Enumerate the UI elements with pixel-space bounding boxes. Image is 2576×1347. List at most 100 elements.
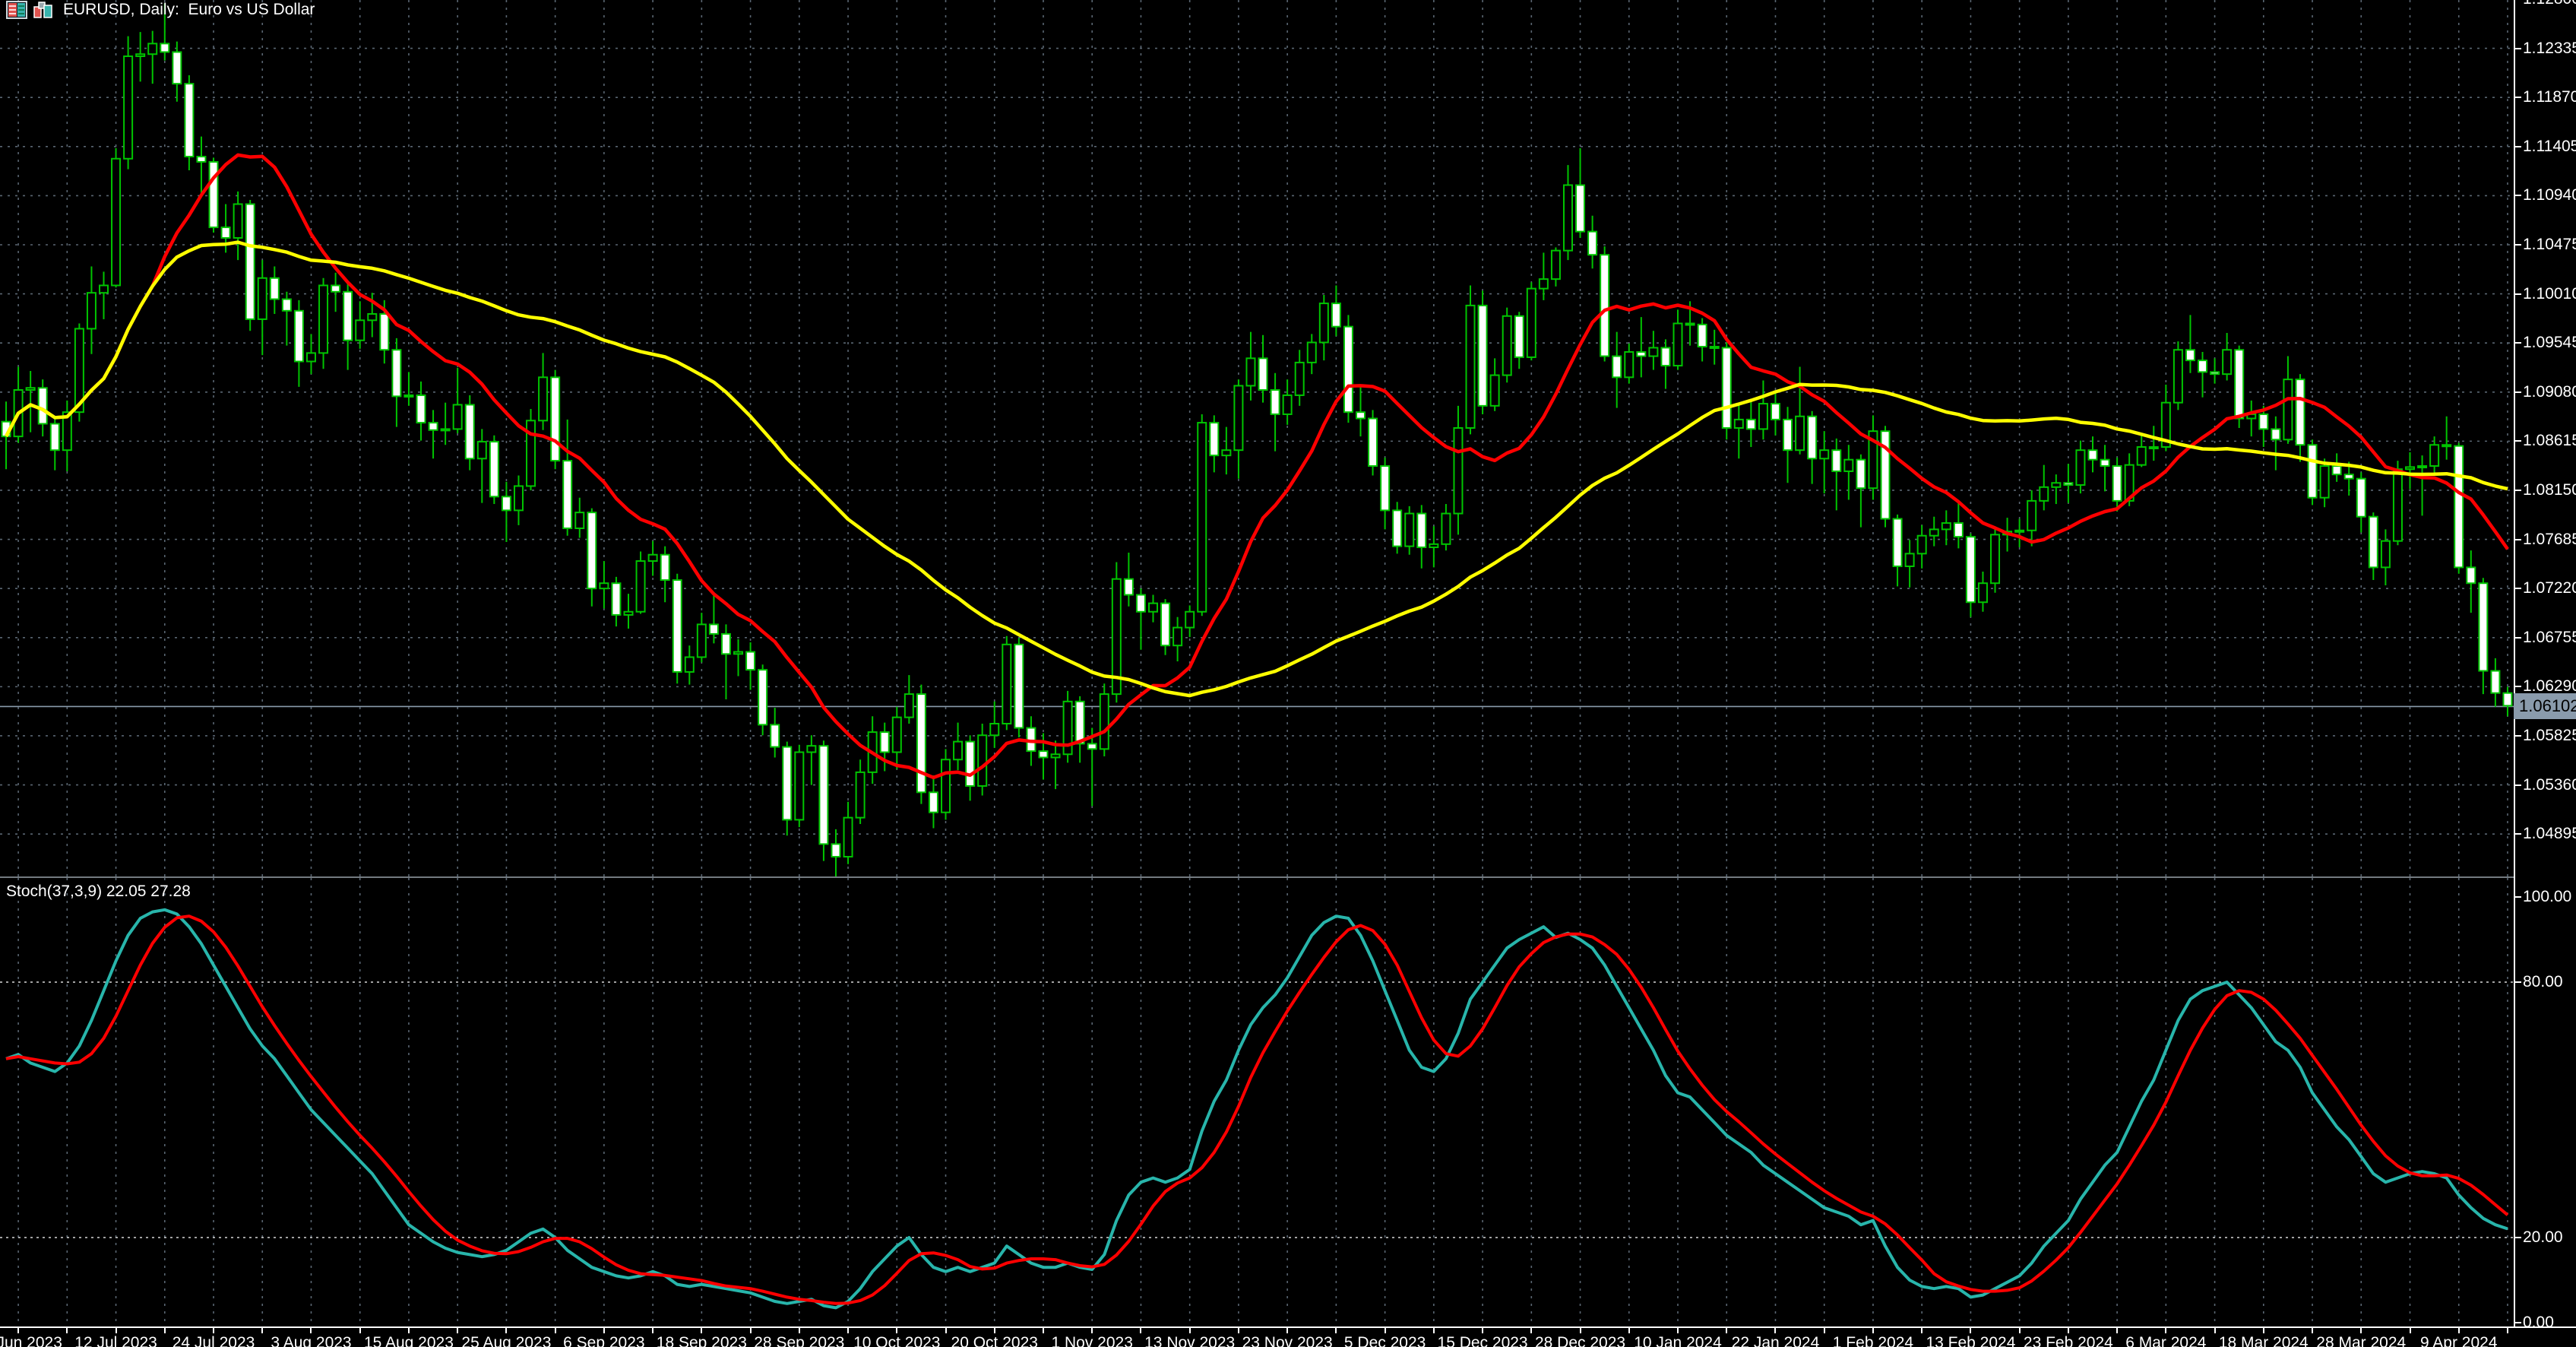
date-tick bbox=[163, 1328, 166, 1333]
price-axis-label: 1.04895 bbox=[2523, 825, 2576, 843]
bear-candle bbox=[2087, 449, 2098, 461]
bear-candle bbox=[1575, 184, 1586, 233]
price-tick bbox=[2515, 391, 2521, 393]
stoch-tick bbox=[2515, 1237, 2521, 1238]
date-axis-label: 18 Sep 2023 bbox=[656, 1334, 747, 1347]
bear-candle bbox=[2368, 515, 2378, 569]
bear-candle bbox=[343, 290, 353, 341]
date-tick bbox=[1774, 1328, 1777, 1333]
bear-candle bbox=[172, 51, 182, 85]
bear-candle bbox=[2295, 379, 2305, 446]
bull-candle bbox=[1282, 394, 1293, 415]
date-tick bbox=[1091, 1328, 1093, 1333]
bear-candle bbox=[1038, 750, 1049, 759]
bear-candle bbox=[818, 745, 829, 845]
date-tick bbox=[1286, 1328, 1289, 1333]
bear-candle bbox=[245, 203, 255, 320]
bear-candle bbox=[1783, 418, 1793, 452]
date-axis-label: 25 Aug 2023 bbox=[461, 1334, 552, 1347]
bear-candle bbox=[1416, 512, 1427, 548]
date-axis-label: 6 Sep 2023 bbox=[563, 1334, 645, 1347]
price-tick bbox=[2515, 243, 2521, 246]
price-axis-label: 1.09545 bbox=[2523, 334, 2576, 352]
bear-candle bbox=[611, 582, 622, 616]
bull-candle bbox=[977, 734, 988, 787]
bear-candle bbox=[1355, 411, 1366, 420]
date-axis-label: 13 Feb 2024 bbox=[1926, 1334, 2016, 1347]
bull-candle bbox=[2417, 465, 2428, 469]
bull-candle bbox=[891, 716, 902, 753]
date-tick bbox=[457, 1328, 459, 1333]
bull-candle bbox=[111, 157, 122, 287]
bull-candle bbox=[1148, 602, 1159, 613]
bull-candle bbox=[903, 693, 914, 718]
bull-candle bbox=[635, 560, 646, 613]
stoch-axis-label: 100.00 bbox=[2523, 888, 2572, 905]
bear-candle bbox=[2442, 444, 2452, 448]
date-tick bbox=[1188, 1328, 1191, 1333]
bear-candle bbox=[2234, 349, 2245, 420]
bear-candle bbox=[2112, 465, 2122, 502]
date-axis-label: 3 Aug 2023 bbox=[271, 1334, 352, 1347]
bull-candle bbox=[684, 656, 695, 673]
bull-candle bbox=[1868, 430, 1878, 490]
bear-candle bbox=[1209, 422, 1220, 457]
price-axis-label: 1.07685 bbox=[2523, 530, 2576, 548]
bear-candle bbox=[1477, 304, 1488, 407]
date-tick bbox=[261, 1328, 264, 1333]
bear-candle bbox=[2185, 349, 2195, 362]
bull-candle bbox=[2051, 482, 2062, 488]
date-tick bbox=[17, 1328, 20, 1333]
price-axis-label: 1.07220 bbox=[2523, 579, 2576, 597]
date-tick bbox=[2214, 1328, 2216, 1333]
bull-candle bbox=[1306, 341, 1317, 363]
price-axis-label: 1.06755 bbox=[2523, 628, 2576, 646]
date-tick bbox=[1140, 1328, 1142, 1333]
bear-candle bbox=[2271, 428, 2281, 441]
stochastic-panel[interactable] bbox=[0, 878, 2514, 1326]
date-tick bbox=[1432, 1328, 1435, 1333]
bear-candle bbox=[1514, 315, 1524, 358]
stoch-tick bbox=[2515, 896, 2521, 898]
price-tick bbox=[2515, 734, 2521, 737]
bull-candle bbox=[1197, 422, 1207, 613]
bull-candle bbox=[1062, 700, 1073, 756]
price-tick bbox=[2515, 47, 2521, 49]
date-axis-label: 10 Oct 2023 bbox=[853, 1334, 941, 1347]
bull-candle bbox=[1453, 427, 1464, 515]
date-tick bbox=[945, 1328, 947, 1333]
date-tick bbox=[1823, 1328, 1825, 1333]
price-axis-label: 1.10940 bbox=[2523, 186, 2576, 204]
bull-candle bbox=[2014, 529, 2025, 533]
bull-candle bbox=[1990, 534, 2001, 585]
date-axis-label: 23 Feb 2024 bbox=[2023, 1334, 2113, 1347]
price-axis[interactable]: 1.12800 1.12335 1.11870 1.11405 1.10940 1.104… bbox=[2515, 0, 2576, 1331]
bull-candle bbox=[1245, 357, 1256, 387]
bear-candle bbox=[2258, 413, 2269, 430]
bear-candle bbox=[160, 43, 170, 53]
date-tick bbox=[1872, 1328, 1874, 1333]
price-tick bbox=[2515, 440, 2521, 442]
current-price-box: 1.06102 bbox=[2514, 693, 2576, 720]
date-tick bbox=[993, 1328, 995, 1333]
bear-candle bbox=[720, 632, 731, 655]
bull-candle bbox=[98, 284, 109, 294]
bear-candle bbox=[1745, 418, 1756, 430]
panel-separator[interactable] bbox=[0, 876, 2576, 878]
main-price-chart[interactable] bbox=[0, 0, 2514, 876]
bull-candle bbox=[2075, 449, 2086, 487]
bull-candle bbox=[1843, 458, 1854, 472]
date-axis[interactable]: 30 Jun 2023 12 Jul 2023 24 Jul 2023 3 Aug 2… bbox=[0, 1326, 2576, 1347]
bear-candle bbox=[1074, 700, 1085, 745]
bull-candle bbox=[2136, 446, 2147, 466]
bear-candle bbox=[1380, 465, 1391, 512]
bull-candle bbox=[1904, 553, 1915, 568]
price-axis-label: 1.11405 bbox=[2523, 137, 2576, 155]
bull-candle bbox=[733, 651, 744, 655]
bull-candle bbox=[1111, 578, 1122, 696]
bull-candle bbox=[953, 740, 964, 761]
date-tick bbox=[701, 1328, 703, 1333]
titlebar-icons bbox=[6, 1, 54, 19]
price-tick bbox=[2515, 342, 2521, 344]
